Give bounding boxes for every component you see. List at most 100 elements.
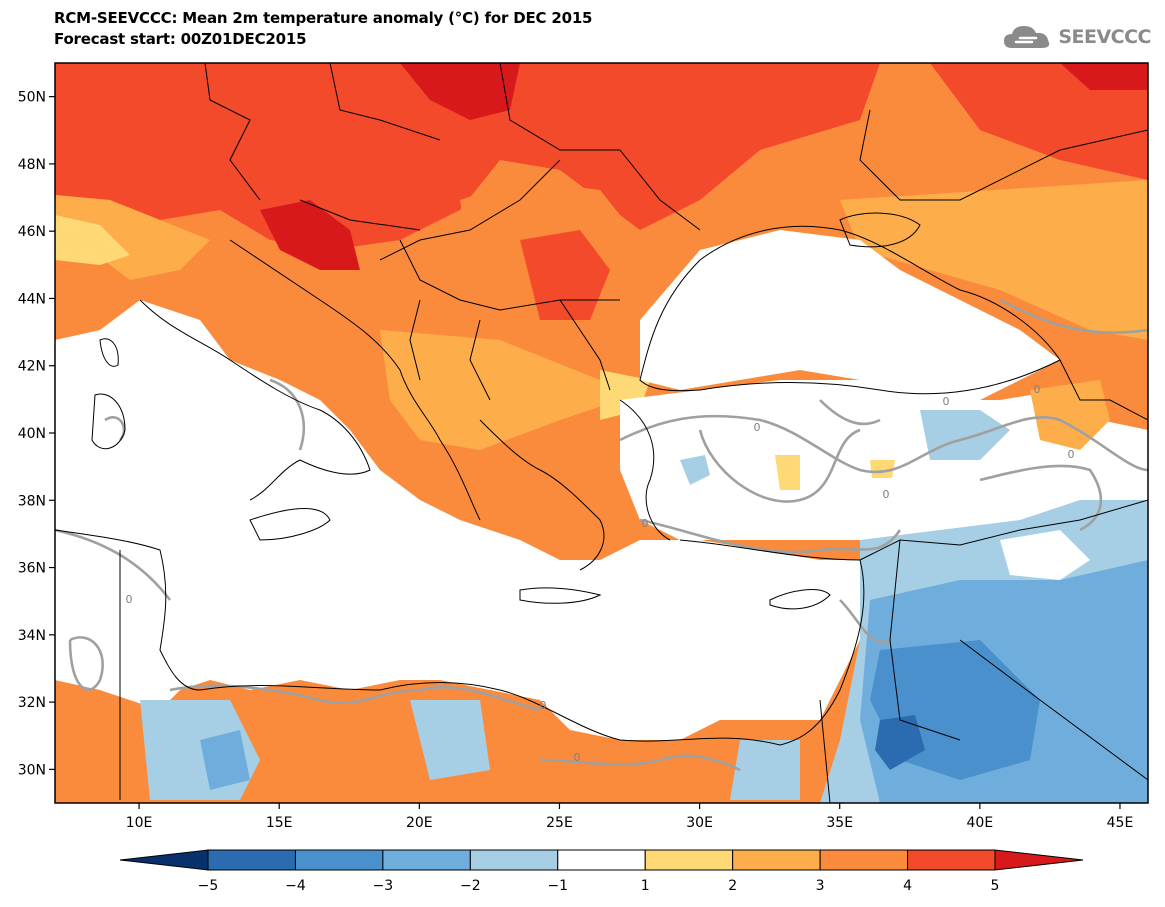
colorbar-segment [382, 849, 471, 871]
coast-italy [139, 299, 371, 501]
lon-tick-label: 35E [826, 815, 853, 831]
lat-tick-label: 32N [18, 695, 46, 711]
field-east [620, 63, 1148, 340]
colorbar-segment [644, 849, 734, 871]
field-egypt-blue [730, 740, 800, 800]
field-black-sea [640, 230, 1060, 400]
colorbar-arrow-high [994, 849, 1084, 871]
latitude-axis: 50N 48N 46N 44N 42N 40N 38N 36N 34N 32N 30N [18, 90, 55, 778]
colorbar-label: 2 [728, 878, 737, 894]
colorbar-label: 5 [991, 878, 1000, 894]
field-east-turkey-orange [1030, 380, 1110, 450]
field-middle-east-blue [860, 560, 1148, 803]
field-hotspot-poland [400, 63, 520, 120]
field-alps-yellow [55, 215, 130, 265]
field-anatolia [620, 380, 1148, 560]
field-caucasus-orange [840, 180, 1148, 340]
coast-sicily [249, 507, 331, 541]
colorbar-segment [557, 849, 646, 871]
lat-tick-label: 40N [18, 426, 46, 442]
seevccc-logo: SEEVCCC [1002, 22, 1151, 52]
lon-tick-label: 25E [546, 815, 573, 831]
coast-crimea [839, 212, 921, 248]
field-libya-blue-2 [200, 730, 250, 790]
field-jordan-blue [870, 640, 1040, 780]
lat-tick-label: 38N [18, 493, 46, 509]
contour-anatolia-2 [639, 518, 902, 554]
coast-cyprus [769, 589, 831, 610]
lat-tick-label: 46N [18, 224, 46, 240]
contour-label: 0 [1034, 383, 1041, 396]
contour-anatolia-1 [619, 414, 1148, 474]
contour-label: 0 [574, 751, 581, 764]
field-greece-orange [380, 330, 620, 450]
colorbar-segment [294, 849, 384, 871]
field-turkey-nw-yellow [600, 370, 650, 420]
colorbar-label: 1 [641, 878, 650, 894]
field-anatolia-yellow-1 [775, 455, 800, 490]
colorbar-label: −1 [547, 878, 568, 894]
contour-caucasus [999, 298, 1148, 334]
title-line-1: RCM-SEEVCCC: Mean 2m temperature anomaly… [54, 9, 593, 27]
lat-tick-label: 34N [18, 628, 46, 644]
longitude-axis: 10E 15E 20E 25E 30E 35E 40E 45E [126, 803, 1134, 831]
field-anatolia-blue-2 [680, 455, 710, 485]
contour-anatolia-4 [819, 399, 881, 426]
contour-label: 0 [754, 421, 761, 434]
lon-tick-label: 15E [266, 815, 293, 831]
field-romania-orange [460, 180, 640, 360]
lat-tick-label: 50N [18, 90, 46, 106]
colorbar-segment [907, 849, 996, 871]
zero-contours [55, 298, 1148, 772]
colorbar: −5 −4 −3 −2 −1 1 2 3 4 5 [119, 849, 1084, 894]
colorbar-label: 4 [903, 878, 912, 894]
field-hotspot-russia [1060, 63, 1148, 90]
field-alps-orange [55, 195, 210, 280]
field-anatolia-yellow-2 [870, 460, 895, 478]
colorbar-segment [469, 849, 559, 871]
contour-anatolia-3 [698, 428, 861, 503]
contour-levant [839, 599, 891, 644]
coast-corsica [99, 338, 119, 367]
contour-east-turkey [979, 464, 1103, 532]
lon-tick-label: 10E [126, 815, 153, 831]
title-line-2: Forecast start: 00Z01DEC2015 [54, 30, 307, 48]
colorbar-segment [819, 849, 909, 871]
coastlines [55, 63, 1148, 803]
contour-libya [169, 684, 541, 712]
field-anatolia-blue-1 [920, 410, 1010, 460]
lon-tick-label: 45E [1107, 815, 1134, 831]
coast-aegean-west [479, 419, 605, 571]
coast-aegean-east [619, 399, 671, 541]
country-borders [119, 63, 1148, 803]
colorbar-label: −5 [198, 878, 219, 894]
field-jordan-dark-blue [875, 715, 925, 770]
colorbar-arrow-low [119, 849, 209, 871]
contour-sardinia [104, 416, 126, 441]
colorbar-segment [732, 849, 821, 871]
lat-tick-label: 30N [18, 762, 46, 778]
map-frame [54, 62, 1149, 804]
lat-tick-label: 36N [18, 561, 46, 577]
lon-tick-label: 30E [686, 815, 713, 831]
field-romania-red [520, 230, 610, 320]
coast-sardinia [91, 393, 126, 450]
contour-label: 0 [943, 395, 950, 408]
contour-tunisia-loop [68, 636, 104, 691]
contour-label: 0 [540, 699, 547, 712]
contour-italy [269, 378, 305, 451]
colorbar-label: −2 [460, 878, 481, 894]
coast-black-sea [639, 225, 1061, 395]
field-libya-blue-1 [140, 700, 260, 800]
anomaly-field [55, 63, 1148, 803]
field-base [55, 63, 1148, 803]
lon-tick-label: 40E [967, 815, 994, 831]
logo-text: SEEVCCC [1058, 26, 1151, 48]
field-syria-white [1000, 530, 1090, 580]
coast-levant [679, 539, 865, 746]
coast-crete [519, 587, 602, 604]
colorbar-segment [207, 849, 296, 871]
lon-tick-label: 20E [406, 815, 433, 831]
field-libya-blue-3 [410, 700, 490, 780]
